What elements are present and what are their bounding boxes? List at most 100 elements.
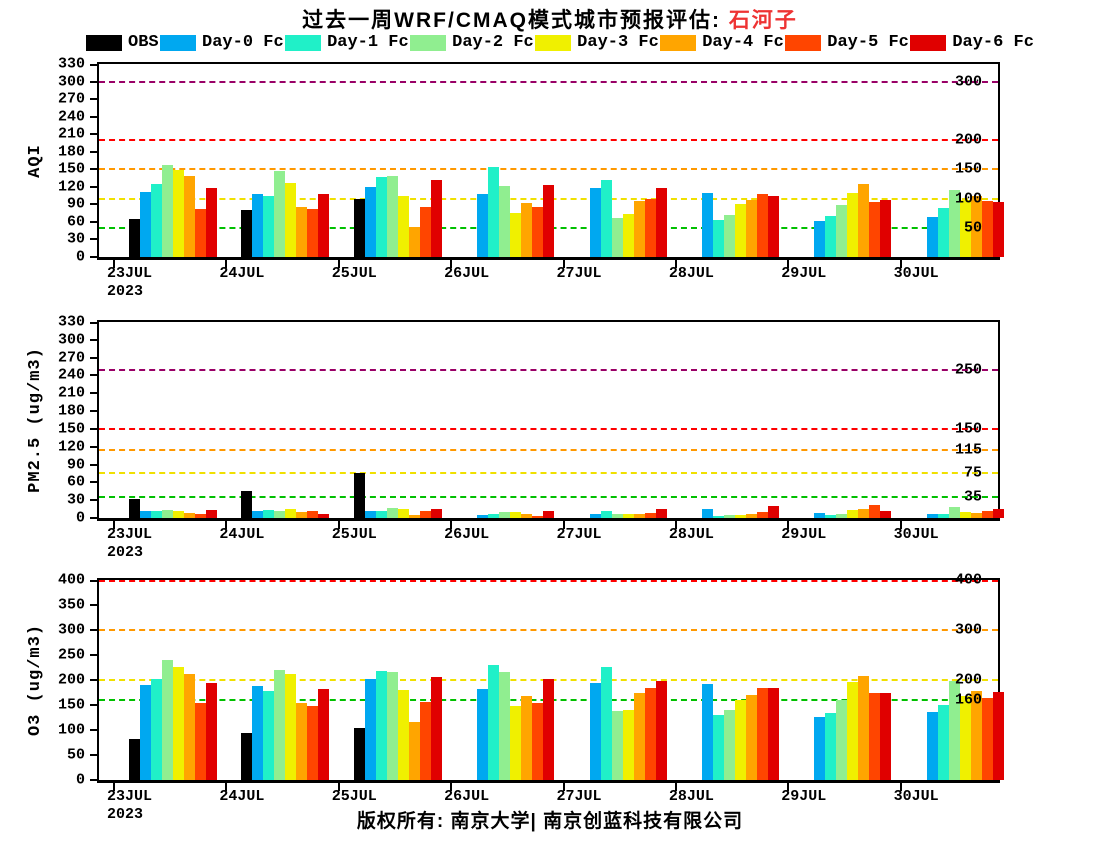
legend-swatch-icon <box>160 34 197 51</box>
y-tick-label: 180 <box>57 402 85 420</box>
x-tick-label: 24JUL <box>219 526 265 543</box>
x-tick-year-label: 2023 <box>107 283 144 300</box>
bar-day-2-fc-30jul <box>948 506 960 518</box>
bar-day-4-fc-27jul <box>633 513 645 518</box>
bar-day-2-fc-27jul <box>611 513 623 518</box>
bar-day-1-fc-26jul <box>488 166 500 257</box>
bar-day-3-fc-29jul <box>847 192 859 257</box>
y-tick-mark <box>90 64 98 66</box>
x-tick-label: 26JUL <box>444 265 490 282</box>
bar-day-2-fc-23jul <box>162 509 173 518</box>
bar-day-4-fc-25jul <box>408 721 420 780</box>
bar-day-4-fc-23jul <box>184 512 195 518</box>
threshold-label: 115 <box>954 441 982 459</box>
bar-day-4-fc-23jul <box>184 176 195 257</box>
bar-day-6-fc-24jul <box>318 514 330 518</box>
legend-label: Day-2 Fc <box>452 33 534 52</box>
bar-day-5-fc-24jul <box>307 510 319 518</box>
y-tick-label: 240 <box>57 366 85 384</box>
bar-day-6-fc-23jul <box>206 682 217 780</box>
bar-day-5-fc-30jul <box>981 510 993 518</box>
y-tick-label: 90 <box>66 195 85 213</box>
bar-day-6-fc-26jul <box>543 185 555 257</box>
bar-day-3-fc-24jul <box>285 673 297 780</box>
y-tick-mark <box>90 580 98 582</box>
y-tick-mark <box>90 322 98 324</box>
legend-swatch-icon <box>660 34 697 51</box>
x-tick-mark <box>337 260 340 268</box>
x-tick-year-label: 2023 <box>107 544 144 561</box>
legend-item-day-3-fc: Day-3 Fc <box>535 33 659 52</box>
bar-day-4-fc-26jul <box>521 513 533 518</box>
bar-day-2-fc-26jul <box>499 186 511 257</box>
y-tick-label: 120 <box>57 438 85 456</box>
bar-day-4-fc-29jul <box>858 508 870 518</box>
bar-day-4-fc-24jul <box>296 207 308 257</box>
bar-day-2-fc-24jul <box>274 171 286 257</box>
legend-item-obs: OBS <box>86 33 159 52</box>
bar-day-3-fc-27jul <box>622 514 634 518</box>
x-tick-mark <box>899 783 902 791</box>
bar-day-1-fc-23jul <box>151 184 162 257</box>
legend-label: Day-3 Fc <box>577 33 659 52</box>
y-tick-label: 0 <box>75 509 85 527</box>
y-tick-label: 90 <box>66 456 85 474</box>
bar-day-0-fc-30jul <box>926 513 938 518</box>
bar-day-3-fc-26jul <box>510 706 522 780</box>
bar-day-3-fc-30jul <box>959 512 971 518</box>
y-tick-label: 300 <box>57 73 85 91</box>
threshold-label: 150 <box>954 160 982 178</box>
y-tick-label: 400 <box>57 571 85 589</box>
bar-day-5-fc-25jul <box>419 207 431 257</box>
y-tick-label: 270 <box>57 90 85 108</box>
x-tick-label: 26JUL <box>444 526 490 543</box>
bar-day-0-fc-25jul <box>364 679 376 780</box>
bar-day-0-fc-29jul <box>814 716 826 780</box>
bar-day-3-fc-30jul <box>959 199 971 257</box>
y-tick-label: 300 <box>57 621 85 639</box>
bar-day-3-fc-27jul <box>622 214 634 257</box>
x-tick-mark <box>674 521 677 529</box>
bar-day-3-fc-29jul <box>847 510 859 518</box>
bar-day-2-fc-25jul <box>386 507 398 518</box>
threshold-label: 75 <box>963 464 982 482</box>
bar-day-3-fc-25jul <box>397 195 409 257</box>
bar-obs-23jul <box>129 738 140 780</box>
threshold-label: 300 <box>954 73 982 91</box>
legend-item-day-1-fc: Day-1 Fc <box>285 33 409 52</box>
x-tick-label: 25JUL <box>331 788 377 805</box>
legend-swatch-icon <box>285 34 322 51</box>
x-tick-mark <box>787 521 790 529</box>
bar-obs-24jul <box>241 732 253 780</box>
legend-swatch-icon <box>785 34 822 51</box>
bar-day-4-fc-30jul <box>970 690 982 780</box>
y-tick-mark <box>90 115 98 118</box>
bar-day-6-fc-27jul <box>655 681 667 780</box>
bar-day-0-fc-26jul <box>477 193 489 257</box>
x-tick-mark <box>450 783 453 791</box>
bar-day-5-fc-25jul <box>419 511 431 518</box>
bar-day-1-fc-30jul <box>937 513 949 518</box>
page-title-text: 过去一周WRF/CMAQ模式城市预报评估: <box>302 9 729 32</box>
legend-item-day-5-fc: Day-5 Fc <box>785 33 909 52</box>
x-tick-label: 23JUL <box>107 265 153 282</box>
legend-label: Day-6 Fc <box>952 33 1034 52</box>
threshold-label: 160 <box>954 691 982 709</box>
bar-obs-24jul <box>241 210 253 257</box>
threshold-line <box>99 139 998 142</box>
bar-day-0-fc-23jul <box>140 191 151 257</box>
x-tick-mark <box>450 260 453 268</box>
legend-swatch-icon <box>910 34 947 51</box>
y-tick-mark <box>90 410 98 413</box>
bar-day-1-fc-27jul <box>600 666 612 780</box>
bar-day-2-fc-24jul <box>274 511 286 518</box>
y-tick-mark <box>90 374 98 377</box>
bar-day-2-fc-27jul <box>611 217 623 257</box>
y-tick-mark <box>90 604 98 606</box>
x-tick-mark <box>113 783 115 791</box>
bar-day-3-fc-25jul <box>397 689 409 780</box>
y-tick-label: 100 <box>57 721 85 739</box>
x-tick-label: 28JUL <box>668 265 714 282</box>
x-tick-mark <box>337 521 340 529</box>
y-tick-mark <box>90 356 98 359</box>
